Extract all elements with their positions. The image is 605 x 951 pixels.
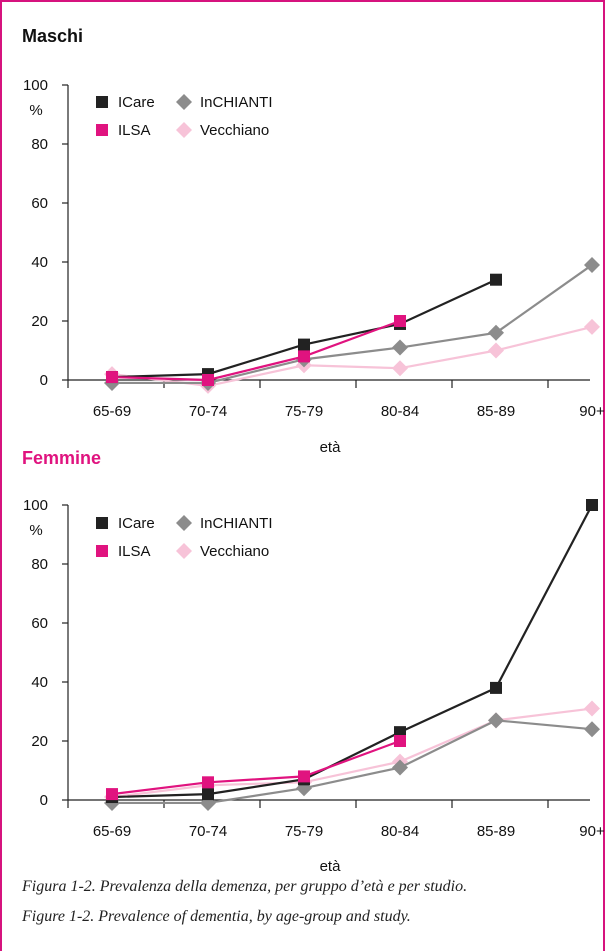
legend-label-inchianti: InCHIANTI [200,515,273,532]
y-tick-label: 40 [31,254,48,271]
legend-marker-inchianti [176,515,192,531]
point-ilsa [394,735,406,747]
x-tick-label: 75-79 [285,823,323,840]
x-tick-label: 90+ [579,403,605,420]
legend-label-inchianti: InCHIANTI [200,94,273,111]
x-tick-label: 65-69 [93,403,131,420]
x-tick-label: 80-84 [381,823,419,840]
x-tick-label: 70-74 [189,823,227,840]
point-ilsa [394,315,406,327]
point-inchianti [584,256,600,273]
point-vecchiano [584,700,600,717]
y-axis-unit-label: % [29,522,42,539]
legend-marker-vecchiano [176,122,192,138]
point-vecchiano [488,342,504,359]
legend-label-icare: ICare [118,94,155,111]
legend-marker-vecchiano [176,543,192,559]
caption-english: Figure 1-2. Prevalence of dementia, by a… [22,908,411,925]
y-tick-label: 80 [31,556,48,573]
point-inchianti [584,721,600,738]
legend-marker-inchianti [176,94,192,110]
x-tick-label: 85-89 [477,823,515,840]
chart-title: Maschi [22,26,83,46]
x-tick-label: 90+ [579,823,605,840]
y-tick-label: 100 [23,77,48,94]
point-icare [586,499,598,511]
x-tick-label: 85-89 [477,403,515,420]
series-line-icare [111,504,593,799]
legend-label-ilsa: ILSA [118,543,151,560]
series-line-ilsa [111,739,401,796]
x-tick-label: 65-69 [93,823,131,840]
x-axis-label: età [320,439,342,456]
series-line-vecchiano [111,325,593,388]
point-inchianti [488,712,504,729]
legend-marker-ilsa [96,545,108,557]
series-line-vecchiano [111,707,593,799]
x-axis-label: età [320,858,342,875]
legend-label-vecchiano: Vecchiano [200,543,269,560]
chart-title: Femmine [22,448,101,468]
point-vecchiano [584,318,600,335]
legend-marker-icare [96,96,108,108]
y-tick-label: 0 [40,372,48,389]
y-tick-label: 40 [31,674,48,691]
point-vecchiano [392,360,408,377]
y-tick-label: 0 [40,792,48,809]
legend-label-vecchiano: Vecchiano [200,122,269,139]
legend-marker-ilsa [96,124,108,136]
series-line-inchianti [112,264,593,385]
point-icare [202,788,214,801]
x-tick-label: 70-74 [189,403,227,420]
y-axis-unit-label: % [29,102,42,119]
legend-label-ilsa: ILSA [118,122,151,139]
series-line-ilsa [111,319,401,382]
legend-label-icare: ICare [118,515,155,532]
point-icare [490,273,502,286]
point-inchianti [392,759,408,776]
point-ilsa [298,770,310,783]
point-inchianti [488,324,504,341]
legend-marker-icare [96,517,108,529]
point-icare [490,681,502,694]
y-tick-label: 20 [31,733,48,750]
y-tick-label: 100 [23,497,48,514]
x-tick-label: 75-79 [285,403,323,420]
caption-italian: Figura 1-2. Prevalenza della demenza, pe… [22,878,468,895]
y-tick-label: 60 [31,195,48,212]
point-ilsa [298,350,310,363]
series-line-inchianti [112,719,593,805]
y-tick-label: 60 [31,615,48,632]
x-tick-label: 80-84 [381,403,419,420]
point-ilsa [202,374,214,386]
point-inchianti [392,339,408,356]
point-ilsa [106,788,118,801]
point-icare [298,338,310,351]
point-ilsa [202,776,214,789]
y-tick-label: 80 [31,136,48,153]
y-tick-label: 20 [31,313,48,330]
point-ilsa [106,371,118,384]
